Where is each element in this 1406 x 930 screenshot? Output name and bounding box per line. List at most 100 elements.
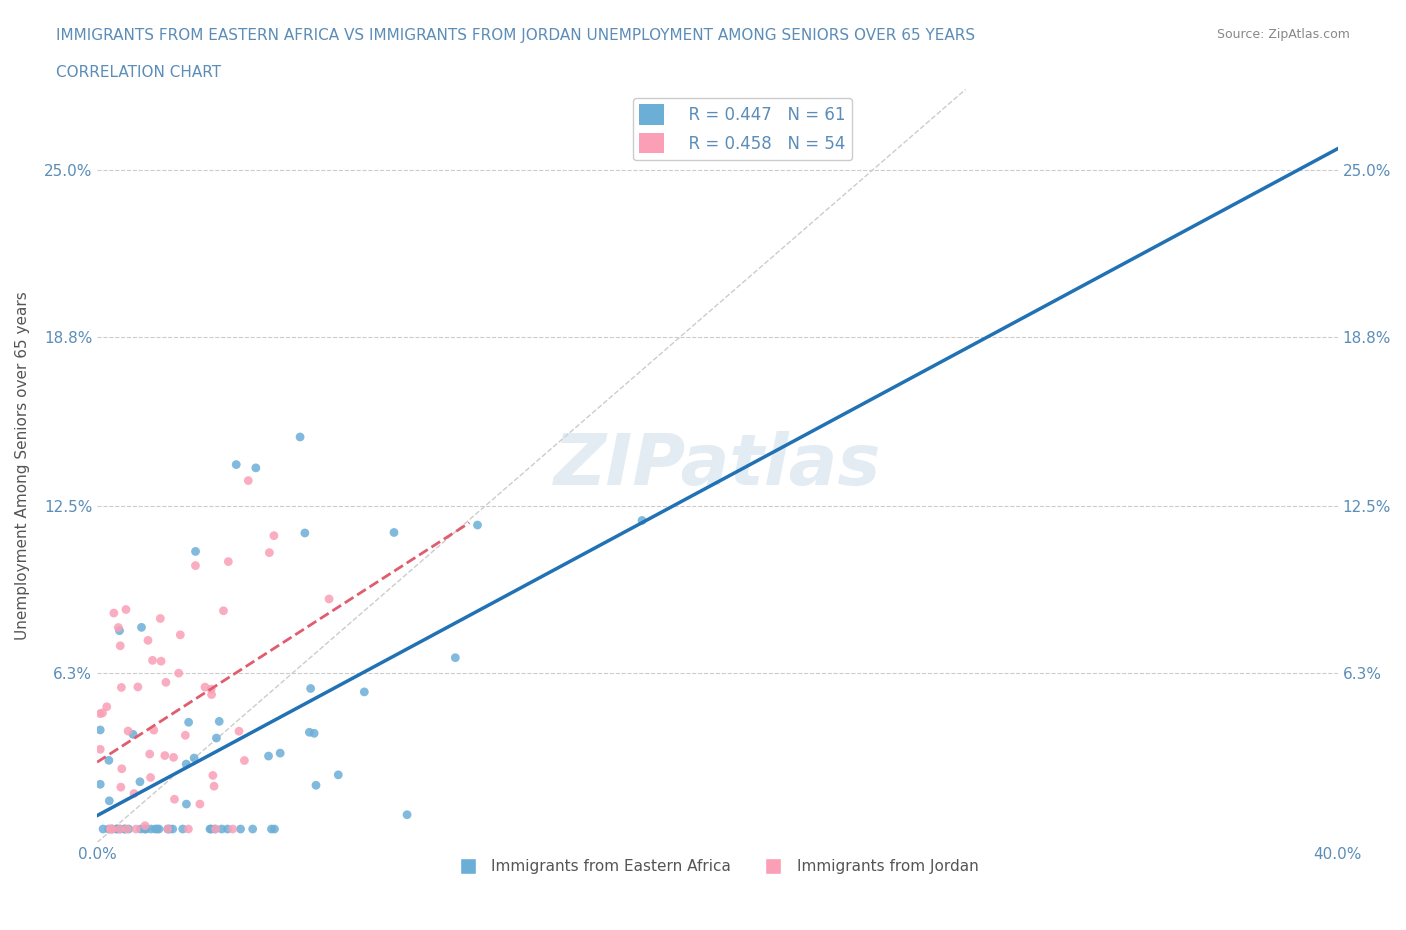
Point: [98, 793, 121, 808]
Point: [101, 821, 124, 836]
Y-axis label: Unemployment Among Seniors over 65 years: Unemployment Among Seniors over 65 years: [15, 292, 30, 641]
Point: [328, 767, 350, 782]
Point: [129, 775, 152, 790]
Point: [467, 518, 489, 533]
Point: [129, 821, 152, 836]
Point: [382, 525, 405, 540]
Legend: Immigrants from Eastern Africa, Immigrants from Jordan: Immigrants from Eastern Africa, Immigran…: [450, 853, 984, 880]
Point: [122, 727, 145, 742]
Point: [134, 818, 156, 833]
Point: [91, 706, 114, 721]
Point: [162, 821, 184, 836]
Point: [208, 714, 231, 729]
Point: [139, 821, 162, 836]
Point: [149, 611, 172, 626]
Point: [89, 723, 111, 737]
Point: [162, 750, 184, 764]
Point: [105, 821, 128, 836]
Text: IMMIGRANTS FROM EASTERN AFRICA VS IMMIGRANTS FROM JORDAN UNEMPLOYMENT AMONG SENI: IMMIGRANTS FROM EASTERN AFRICA VS IMMIGR…: [56, 28, 976, 43]
Point: [233, 753, 256, 768]
Point: [127, 680, 149, 695]
Point: [257, 749, 280, 764]
Point: [96, 699, 118, 714]
Point: [156, 821, 179, 836]
Point: [153, 748, 176, 763]
Point: [229, 821, 252, 836]
Point: [205, 731, 228, 746]
Point: [221, 821, 243, 836]
Point: [100, 821, 122, 836]
Point: [125, 821, 148, 836]
Point: [217, 554, 239, 569]
Point: [115, 602, 138, 617]
Point: [200, 821, 222, 836]
Point: [204, 821, 226, 836]
Point: [108, 623, 131, 638]
Point: [115, 821, 138, 836]
Point: [299, 681, 322, 696]
Point: [263, 821, 285, 836]
Text: CORRELATION CHART: CORRELATION CHART: [56, 65, 221, 80]
Point: [108, 821, 131, 836]
Point: [204, 821, 226, 836]
Point: [184, 558, 207, 573]
Point: [269, 746, 291, 761]
Point: [91, 821, 114, 836]
Point: [318, 591, 340, 606]
Point: [242, 821, 264, 836]
Point: [288, 430, 311, 445]
Point: [177, 821, 200, 836]
Point: [135, 821, 157, 836]
Point: [114, 821, 136, 836]
Point: [142, 723, 165, 737]
Point: [148, 821, 170, 836]
Point: [110, 680, 132, 695]
Point: [146, 821, 169, 836]
Point: [136, 633, 159, 648]
Point: [263, 528, 285, 543]
Point: [200, 687, 222, 702]
Point: [89, 777, 111, 791]
Point: [202, 778, 225, 793]
Point: [174, 728, 197, 743]
Point: [122, 786, 145, 801]
Point: [172, 821, 194, 836]
Point: [114, 821, 136, 836]
Point: [194, 680, 217, 695]
Point: [139, 770, 162, 785]
Point: [298, 724, 321, 739]
Point: [141, 653, 163, 668]
Point: [259, 545, 281, 560]
Point: [134, 821, 156, 836]
Point: [174, 757, 197, 772]
Point: [101, 821, 124, 836]
Point: [302, 726, 325, 741]
Point: [294, 525, 316, 540]
Point: [103, 605, 125, 620]
Point: [117, 724, 139, 738]
Point: [305, 777, 328, 792]
Point: [198, 821, 221, 836]
Point: [177, 715, 200, 730]
Point: [110, 779, 132, 794]
Point: [159, 821, 181, 836]
Point: [111, 762, 134, 777]
Point: [110, 638, 132, 653]
Point: [89, 706, 111, 721]
Point: [156, 821, 179, 836]
Point: [97, 821, 120, 836]
Text: ZIPatlas: ZIPatlas: [554, 432, 882, 500]
Point: [150, 654, 173, 669]
Point: [107, 821, 129, 836]
Point: [169, 628, 191, 643]
Point: [143, 821, 166, 836]
Point: [225, 458, 247, 472]
Point: [228, 724, 250, 738]
Point: [131, 620, 153, 635]
Text: Source: ZipAtlas.com: Source: ZipAtlas.com: [1216, 28, 1350, 41]
Point: [444, 650, 467, 665]
Point: [108, 821, 131, 836]
Point: [163, 791, 186, 806]
Point: [183, 751, 205, 765]
Point: [217, 821, 239, 836]
